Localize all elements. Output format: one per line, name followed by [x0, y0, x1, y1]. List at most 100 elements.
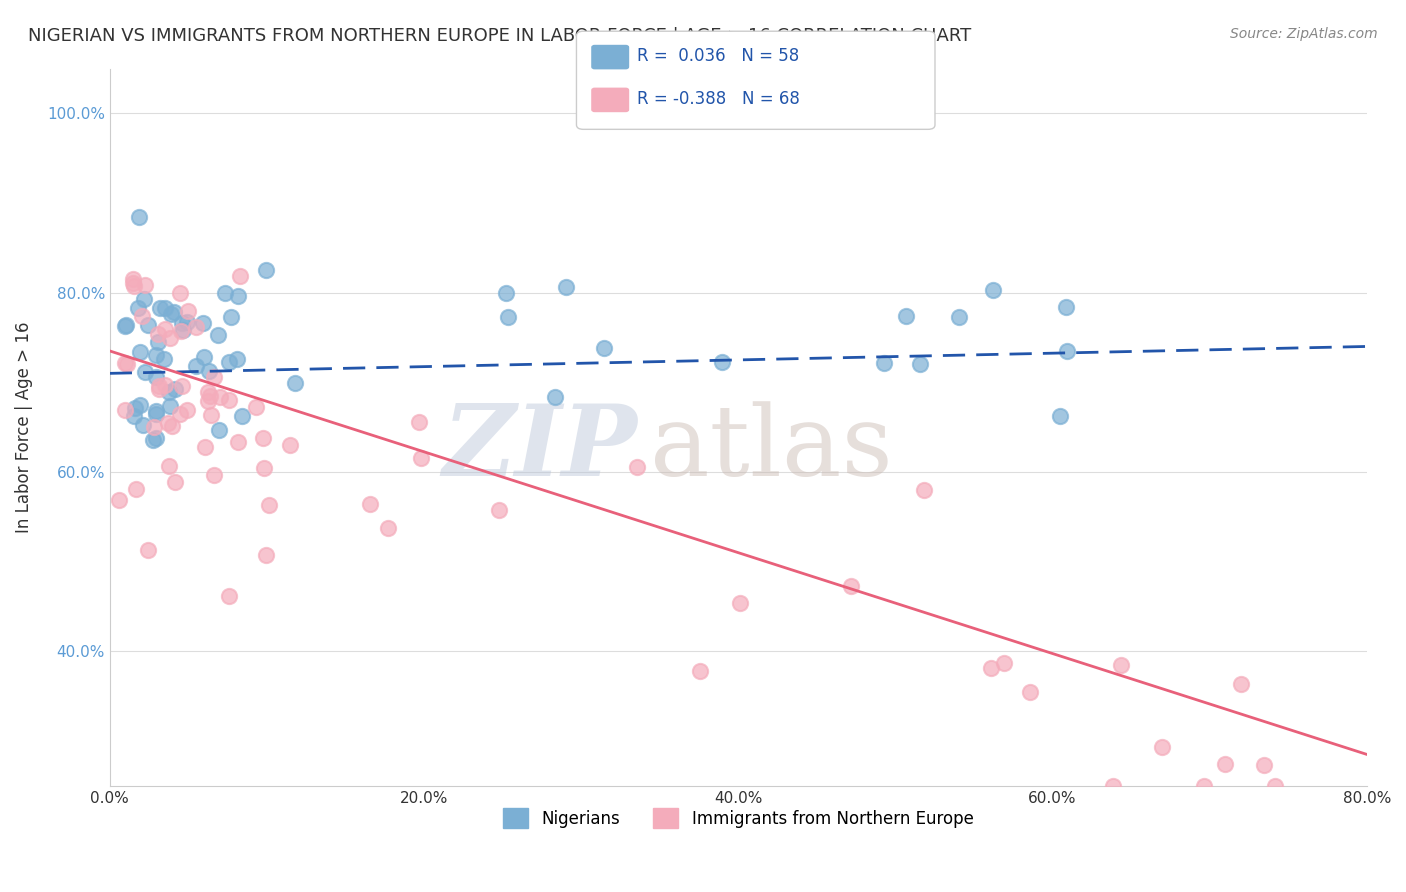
- Point: [134, 293, 156, 307]
- Point: [218, 355, 240, 369]
- Point: [253, 461, 276, 475]
- Point: [131, 310, 153, 324]
- Point: [197, 394, 219, 409]
- Point: [226, 289, 249, 303]
- Point: [122, 272, 145, 286]
- Point: [252, 431, 274, 445]
- Point: [172, 316, 194, 330]
- Point: [186, 319, 208, 334]
- Point: [108, 492, 131, 507]
- Point: [134, 365, 156, 379]
- Point: [488, 503, 510, 517]
- Point: [377, 521, 399, 535]
- Point: [1264, 779, 1286, 793]
- Point: [993, 657, 1015, 671]
- Point: [200, 408, 222, 422]
- Point: [149, 301, 172, 315]
- Point: [177, 304, 200, 318]
- Point: [172, 379, 194, 393]
- Point: [202, 369, 225, 384]
- Point: [555, 280, 578, 294]
- Point: [1230, 676, 1253, 690]
- Point: [1194, 779, 1216, 793]
- Point: [176, 315, 198, 329]
- Point: [894, 309, 917, 323]
- Point: [121, 276, 143, 290]
- Point: [136, 318, 159, 332]
- Point: [160, 307, 183, 321]
- Point: [1150, 739, 1173, 754]
- Point: [1109, 657, 1132, 672]
- Point: [219, 310, 242, 325]
- Point: [159, 399, 181, 413]
- Point: [194, 440, 217, 454]
- Point: [172, 324, 194, 338]
- Point: [284, 376, 307, 390]
- Point: [153, 301, 176, 315]
- Text: ZIP: ZIP: [443, 401, 638, 497]
- Y-axis label: In Labor Force | Age > 16: In Labor Force | Age > 16: [15, 321, 32, 533]
- Legend: Nigerians, Immigrants from Northern Europe: Nigerians, Immigrants from Northern Euro…: [496, 801, 980, 835]
- Point: [626, 460, 648, 475]
- Point: [873, 356, 896, 370]
- Point: [359, 497, 381, 511]
- Text: R =  0.036   N = 58: R = 0.036 N = 58: [637, 47, 799, 65]
- Point: [129, 398, 152, 412]
- Point: [711, 354, 734, 368]
- Point: [981, 283, 1004, 297]
- Point: [169, 286, 191, 301]
- Point: [908, 357, 931, 371]
- Point: [157, 416, 180, 430]
- Point: [912, 483, 935, 498]
- Point: [159, 331, 181, 345]
- Point: [1213, 757, 1236, 772]
- Point: [186, 359, 208, 374]
- Point: [980, 661, 1002, 675]
- Point: [198, 389, 221, 403]
- Point: [208, 423, 231, 437]
- Point: [163, 305, 186, 319]
- Point: [214, 286, 236, 301]
- Point: [226, 352, 249, 367]
- Point: [193, 350, 215, 364]
- Point: [207, 328, 229, 343]
- Point: [689, 664, 711, 678]
- Point: [197, 364, 219, 378]
- Point: [153, 378, 176, 392]
- Point: [197, 384, 219, 399]
- Point: [498, 310, 520, 325]
- Point: [218, 392, 240, 407]
- Point: [245, 400, 267, 414]
- Point: [159, 458, 181, 473]
- Point: [114, 319, 136, 334]
- Point: [148, 378, 170, 392]
- Point: [728, 596, 751, 610]
- Point: [231, 409, 253, 423]
- Point: [544, 390, 567, 404]
- Point: [145, 348, 167, 362]
- Point: [124, 409, 146, 424]
- Text: NIGERIAN VS IMMIGRANTS FROM NORTHERN EUROPE IN LABOR FORCE | AGE > 16 CORRELATIO: NIGERIAN VS IMMIGRANTS FROM NORTHERN EUR…: [28, 27, 972, 45]
- Point: [124, 482, 146, 496]
- Point: [145, 404, 167, 418]
- Point: [148, 383, 170, 397]
- Point: [1018, 685, 1040, 699]
- Point: [202, 467, 225, 482]
- Point: [127, 301, 149, 315]
- Point: [145, 407, 167, 421]
- Point: [278, 438, 301, 452]
- Point: [209, 390, 232, 404]
- Point: [593, 341, 616, 355]
- Point: [142, 420, 165, 434]
- Point: [163, 382, 186, 396]
- Point: [229, 269, 252, 284]
- Point: [115, 357, 138, 371]
- Point: [142, 433, 165, 447]
- Point: [408, 415, 430, 429]
- Point: [1056, 343, 1078, 358]
- Point: [193, 316, 215, 330]
- Point: [134, 277, 156, 292]
- Point: [124, 401, 146, 415]
- Point: [115, 318, 138, 332]
- Point: [152, 352, 174, 367]
